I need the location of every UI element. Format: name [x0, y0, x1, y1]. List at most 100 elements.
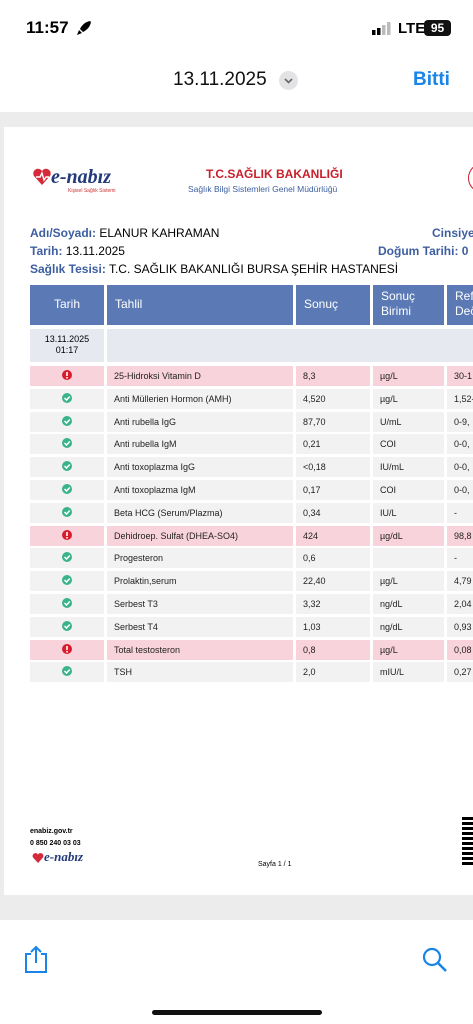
ministry-title: T.C.SAĞLIK BAKANLIĞI [206, 167, 343, 181]
normal-icon [62, 620, 72, 631]
normal-icon [62, 666, 72, 677]
cell-result: 4,520 [296, 388, 370, 409]
cell-ref: - [447, 548, 473, 569]
cell-result: 0,34 [296, 502, 370, 523]
cell-ref: 30-1 [447, 366, 473, 386]
cell-unit: U/mL [373, 411, 444, 432]
status-cell [30, 388, 104, 409]
footer-logo: e-nabız [44, 849, 83, 864]
logo-tagline: Kişisel Sağlık Sistemi [68, 188, 116, 194]
column-header: Tarih [30, 285, 104, 325]
report-date: 13.11.2025 [65, 244, 125, 258]
cell-unit: COI [373, 480, 444, 500]
date-cell: 13.11.2025 01:17 [30, 329, 104, 362]
status-cell [30, 434, 104, 455]
cell-unit: ng/dL [373, 616, 444, 637]
signal-icon [372, 22, 391, 35]
date-row-date: 13.11.2025 [44, 334, 90, 344]
page-number: Sayfa 1 / 1 [258, 861, 292, 868]
cell-result: 0,21 [296, 434, 370, 455]
cell-result: 0,8 [296, 639, 370, 660]
label: Cinsiye [432, 226, 473, 240]
label: Adı/Soyadı: [30, 226, 97, 240]
status-cell [30, 525, 104, 546]
ministry-seal [468, 163, 473, 193]
cell-unit: µg/L [373, 571, 444, 592]
cell-test: TSH [107, 662, 293, 683]
date-row-time: 01:17 [55, 345, 79, 355]
status-cell [30, 366, 104, 386]
cell-test: Serbest T4 [107, 616, 293, 637]
cell-ref: 0,93 [447, 616, 473, 637]
cell-ref: 0-0, [447, 457, 473, 478]
cell-unit: µg/L [373, 639, 444, 660]
column-header: Sonuç Birimi [373, 285, 444, 325]
label: Sağlık Tesisi: [30, 262, 106, 276]
cell-test: Total testosteron [107, 639, 293, 660]
cell-ref: 2,04 [447, 594, 473, 614]
cell-unit: COI [373, 434, 444, 455]
share-button[interactable] [22, 945, 50, 975]
footer-site: enabiz.gov.tr [30, 828, 73, 835]
cell-result: <0,18 [296, 457, 370, 478]
cell-unit: IU/mL [373, 457, 444, 478]
cell-ref: 98,8 [447, 525, 473, 546]
cell-test: Dehidroep. Sulfat (DHEA-SO4) [107, 525, 293, 546]
status-cell [30, 411, 104, 432]
cell-test: Beta HCG (Serum/Plazma) [107, 502, 293, 523]
cell-ref: 1,52- [447, 388, 473, 409]
normal-icon [62, 506, 72, 517]
status-cell [30, 548, 104, 569]
cell-result: 1,03 [296, 616, 370, 637]
label: Doğum Tarihi: 0 [378, 244, 469, 258]
label: Tarih: [30, 244, 63, 258]
status-cell [30, 457, 104, 478]
status-cell [30, 662, 104, 683]
normal-icon [62, 552, 72, 563]
column-header: Sonuç [296, 285, 370, 325]
cell-test: Anti toxoplazma IgM [107, 480, 293, 500]
status-cell [30, 502, 104, 523]
cell-result: 3,32 [296, 594, 370, 614]
status-cell [30, 480, 104, 500]
cell-unit: µg/L [373, 388, 444, 409]
normal-icon [62, 438, 72, 449]
time: 11:57 [26, 18, 69, 37]
status-cell [30, 571, 104, 592]
cell-result: 0,6 [296, 548, 370, 569]
status-cell [30, 616, 104, 637]
cell-test: Anti rubella IgG [107, 411, 293, 432]
normal-icon [62, 392, 72, 403]
search-button[interactable] [421, 946, 449, 974]
cell-result: 2,0 [296, 662, 370, 683]
cell-result: 0,17 [296, 480, 370, 500]
cell-test: Anti toxoplazma IgG [107, 457, 293, 478]
footer-phone: 0 850 240 03 03 [30, 840, 81, 847]
status-cell [30, 594, 104, 614]
facility: T.C. SAĞLIK BAKANLIĞI BURSA ŞEHİR HASTAN… [108, 262, 399, 276]
cell-ref: - [447, 502, 473, 523]
network: LTE [398, 20, 426, 37]
cell-test: Progesteron [107, 548, 293, 569]
qr-code [462, 815, 473, 865]
dropdown-button[interactable] [279, 71, 298, 90]
cell-unit [373, 548, 444, 569]
abnormal-icon [62, 370, 72, 380]
cell-test: Prolaktin,serum [107, 571, 293, 592]
cell-test: 25-Hidroksi Vitamin D [107, 366, 293, 386]
normal-icon [62, 575, 72, 586]
cell-unit: µg/dL [373, 525, 444, 546]
rocket-icon [77, 21, 91, 35]
normal-icon [62, 461, 72, 472]
pdf-page: e-nabız Kişisel Sağlık Sistemi T.C.SAĞLI… [4, 127, 473, 895]
status-cell [30, 639, 104, 660]
cell-result: 8,3 [296, 366, 370, 386]
cell-ref: 0-9, [447, 411, 473, 432]
cell-unit: ng/dL [373, 594, 444, 614]
normal-icon [62, 415, 72, 426]
cell-result: 424 [296, 525, 370, 546]
cell-test: Anti Müllerien Hormon (AMH) [107, 388, 293, 409]
done-button[interactable]: Bitti [413, 69, 450, 90]
cell-unit: mIU/L [373, 662, 444, 683]
